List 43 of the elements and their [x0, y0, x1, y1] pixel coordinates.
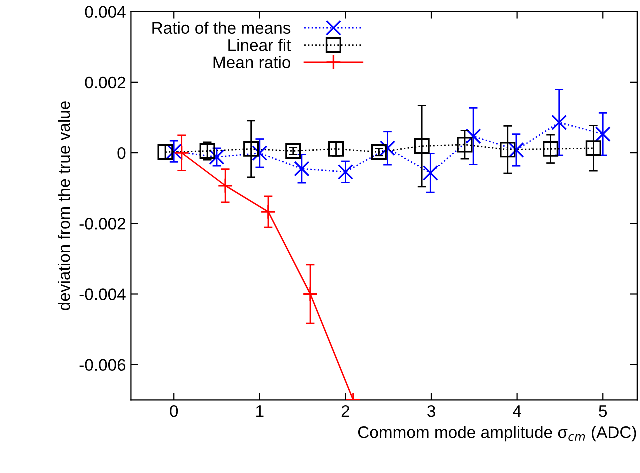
point: [302, 286, 318, 302]
point: [595, 126, 611, 142]
point: [500, 142, 516, 158]
point: [252, 146, 268, 162]
point: [552, 114, 568, 130]
point: [422, 165, 438, 181]
x-tick-label: 3: [428, 405, 436, 418]
y-tick-label: 0: [118, 147, 126, 160]
point: [260, 204, 276, 220]
point: [218, 178, 234, 194]
y-tick-label: 0.002: [85, 76, 126, 89]
x-tick-label: 5: [599, 406, 608, 418]
point: [371, 144, 387, 160]
point: [508, 142, 524, 158]
point: [328, 141, 344, 157]
point: [209, 149, 225, 166]
x-tick-label: 1: [256, 406, 264, 418]
y-axis-title: deviation from the true value: [58, 102, 70, 310]
legend-label: Linear fit: [228, 39, 292, 52]
point: [158, 144, 174, 160]
point: [414, 138, 430, 154]
point: [166, 144, 182, 160]
point: [543, 141, 559, 157]
point: [457, 137, 473, 153]
point: [200, 143, 216, 160]
point: [380, 140, 396, 156]
point: [338, 164, 354, 180]
y-tick-label: -0.002: [80, 218, 126, 230]
point: [174, 145, 190, 161]
point: [466, 128, 482, 144]
point: [244, 141, 260, 157]
y-tick-label: -0.006: [80, 359, 126, 372]
x-tick-label: 0: [170, 405, 178, 418]
point: [286, 143, 302, 160]
legend-label: Mean ratio: [214, 56, 291, 68]
y-tick-label: -0.004: [80, 288, 126, 300]
x-tick-label: 2: [342, 405, 350, 418]
x-tick-label: 4: [513, 406, 522, 418]
point: [294, 161, 310, 177]
legend-label: Ratio of the means: [152, 22, 291, 34]
point: [586, 140, 602, 156]
x-axis-title: Commom mode amplitude σ$_{cm}$ (ADC): [358, 426, 636, 442]
y-tick-label: 0.004: [85, 6, 126, 18]
